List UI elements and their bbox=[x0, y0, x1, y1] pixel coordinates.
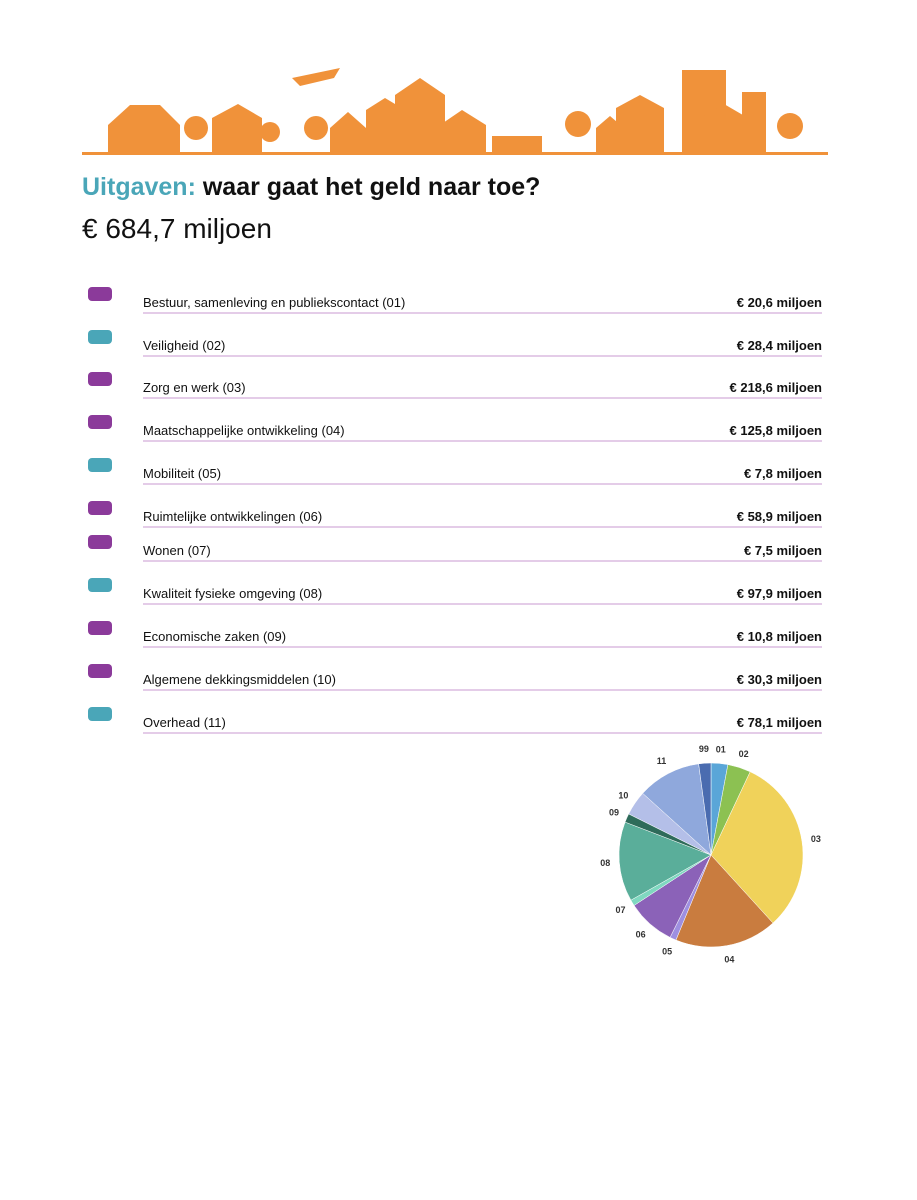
item-label: Algemene dekkingsmiddelen (10) bbox=[143, 672, 336, 687]
tree bbox=[304, 116, 328, 140]
item-label: Economische zaken (09) bbox=[143, 629, 286, 644]
item-label: Kwaliteit fysieke omgeving (08) bbox=[143, 586, 322, 601]
house bbox=[700, 104, 748, 152]
pie-label: 07 bbox=[615, 905, 625, 915]
icon bbox=[88, 664, 112, 678]
pie-label: 10 bbox=[618, 790, 628, 800]
pie-slice bbox=[618, 821, 712, 901]
title-text: waar gaat het geld naar toe? bbox=[202, 173, 541, 201]
icon bbox=[88, 707, 112, 721]
list: Bestuur, samenleving en publiekscontact … bbox=[143, 295, 823, 734]
pie-label: 06 bbox=[636, 929, 646, 939]
tower bbox=[742, 92, 766, 152]
pie-label: 02 bbox=[739, 749, 749, 759]
item-label: Veiligheid (02) bbox=[143, 338, 225, 353]
pie-label: 11 bbox=[657, 756, 667, 766]
item-amount: € 10,8 miljoen bbox=[737, 629, 822, 644]
icon bbox=[88, 330, 112, 344]
item-amount: € 97,9 miljoen bbox=[737, 586, 822, 601]
item-amount: € 125,8 miljoen bbox=[730, 423, 823, 438]
item-amount: € 30,3 miljoen bbox=[737, 672, 822, 687]
house bbox=[108, 105, 180, 152]
item-amount: € 7,8 miljoen bbox=[744, 466, 822, 481]
icon bbox=[88, 287, 112, 301]
tree bbox=[184, 116, 208, 140]
icon bbox=[88, 578, 112, 592]
ground-line bbox=[82, 152, 828, 155]
title-highlight: Uitgaven: bbox=[82, 173, 196, 201]
pie-label: 09 bbox=[609, 807, 619, 817]
house bbox=[212, 104, 262, 152]
pie-chart: 01 02 03 04 05 06 07 08 09 10 11 99 bbox=[600, 744, 821, 964]
item-amount: € 218,6 miljoen bbox=[730, 380, 823, 395]
house bbox=[330, 112, 366, 152]
pie-slice bbox=[710, 771, 804, 924]
icon bbox=[88, 501, 112, 515]
icons bbox=[88, 287, 112, 721]
bridge bbox=[492, 136, 542, 152]
pie-label: 99 bbox=[699, 744, 709, 754]
item-label: Zorg en werk (03) bbox=[143, 380, 246, 395]
item-amount: € 78,1 miljoen bbox=[737, 715, 822, 730]
house bbox=[440, 110, 486, 152]
item-amount: € 28,4 miljoen bbox=[737, 338, 822, 353]
item-label: Overhead (11) bbox=[143, 715, 226, 730]
total: € 684,7 miljoen bbox=[82, 213, 272, 244]
item-amount: € 20,6 miljoen bbox=[737, 295, 822, 310]
pie-label: 08 bbox=[600, 858, 610, 868]
house bbox=[395, 78, 445, 152]
pie-label: 03 bbox=[811, 834, 821, 844]
tree bbox=[565, 111, 591, 137]
house bbox=[616, 95, 664, 152]
plane bbox=[292, 68, 340, 86]
tree bbox=[260, 122, 280, 142]
pie-slice bbox=[675, 854, 774, 948]
icon bbox=[88, 415, 112, 429]
item-amount: € 7,5 miljoen bbox=[744, 543, 822, 558]
item-label: Ruimtelijke ontwikkelingen (06) bbox=[143, 509, 322, 524]
item-label: Maatschappelijke ontwikkeling (04) bbox=[143, 423, 345, 438]
item-label: Mobiliteit (05) bbox=[143, 466, 221, 481]
pie-label: 05 bbox=[662, 947, 672, 957]
item-label: Bestuur, samenleving en publiekscontact … bbox=[143, 295, 405, 310]
item-label: Wonen (07) bbox=[143, 543, 211, 558]
pie-label: 04 bbox=[724, 954, 734, 964]
pie-slice bbox=[698, 762, 712, 856]
item-amount: € 58,9 miljoen bbox=[737, 509, 822, 524]
icon bbox=[88, 458, 112, 472]
skyline bbox=[82, 68, 828, 155]
pie-slice bbox=[642, 763, 712, 856]
icon bbox=[88, 372, 112, 386]
tree bbox=[777, 113, 803, 139]
title: Uitgaven: waar gaat het geld naar toe? bbox=[82, 173, 540, 201]
pie-label: 01 bbox=[716, 744, 726, 754]
icon bbox=[88, 535, 112, 549]
icon bbox=[88, 621, 112, 635]
